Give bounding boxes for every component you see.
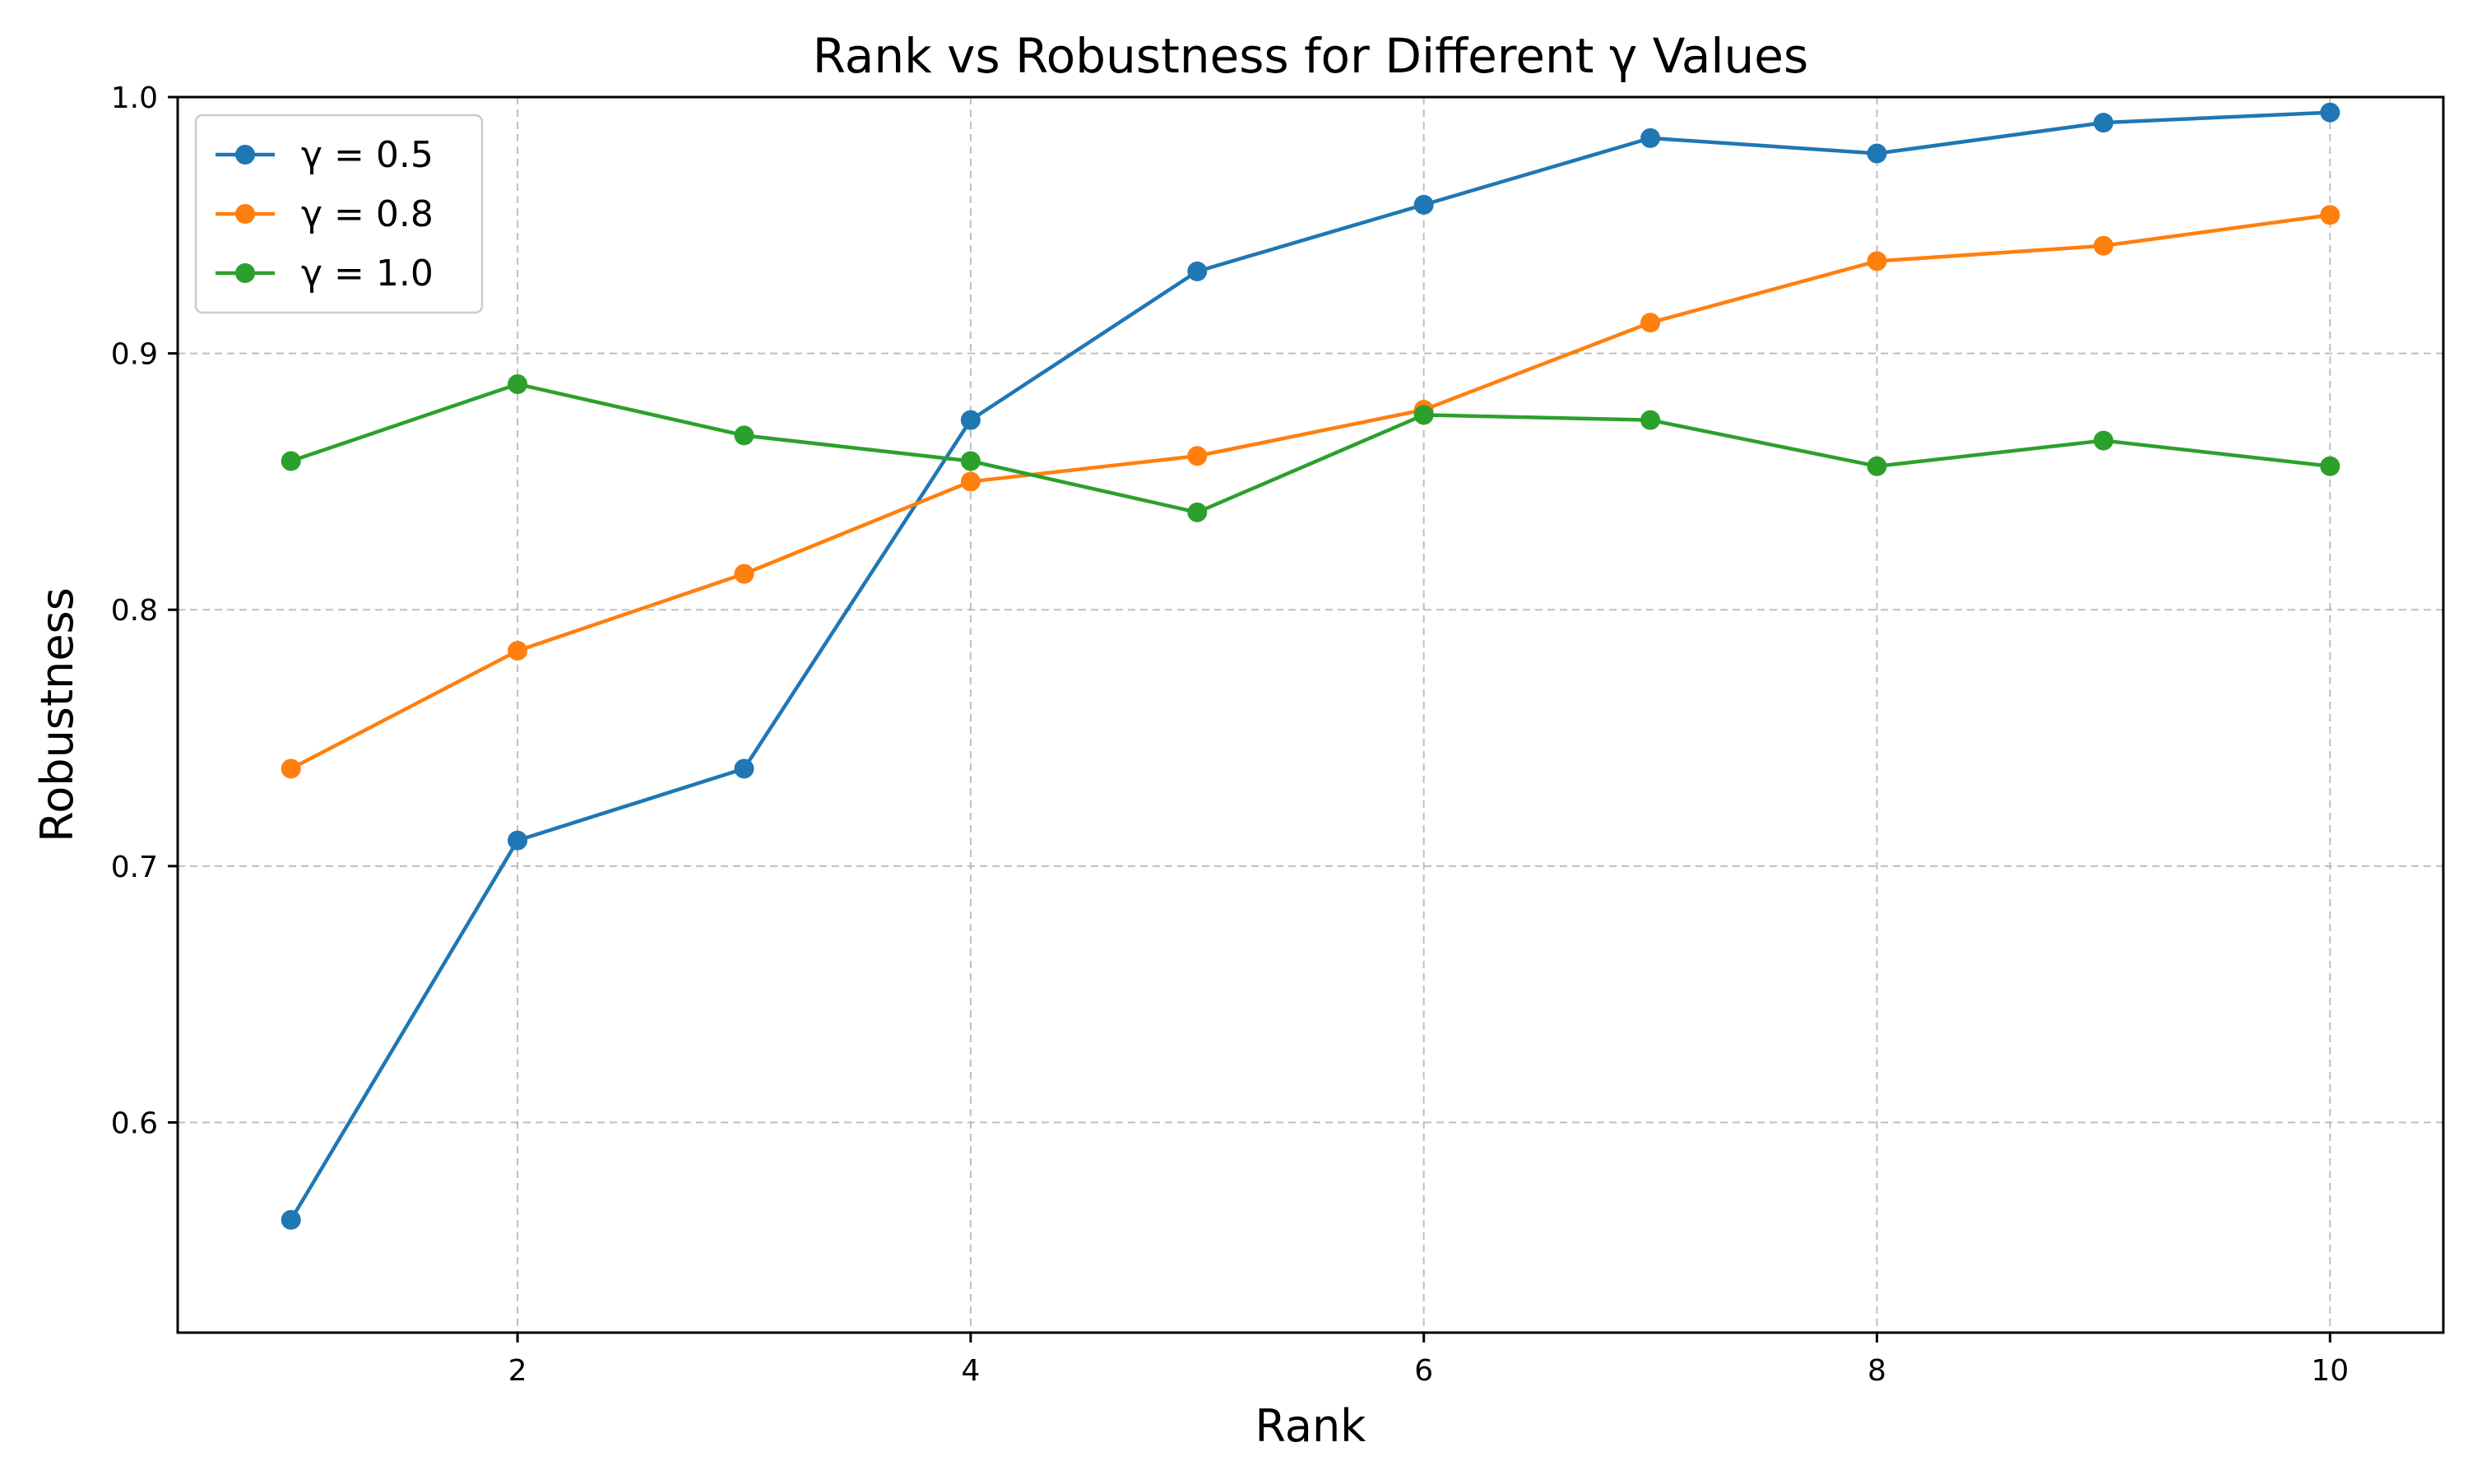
data-point [960, 451, 981, 471]
data-point [1187, 502, 1208, 522]
data-point [734, 425, 754, 446]
data-point [1867, 143, 1887, 164]
legend-box [194, 114, 484, 314]
series-1 [281, 205, 2340, 779]
data-point [734, 758, 754, 779]
series-0 [281, 102, 2340, 1230]
data-point [734, 563, 754, 584]
x-tick-label: 10 [2311, 1354, 2349, 1388]
data-point [2093, 113, 2113, 133]
series-line [290, 213, 2331, 771]
data-point [1640, 313, 1661, 333]
data-point [508, 641, 528, 661]
y-axis-label: Robustness [31, 587, 83, 842]
data-point [1413, 194, 1434, 215]
legend-swatch-marker [235, 145, 255, 165]
data-point [281, 1209, 301, 1230]
y-tick-label: 0.8 [111, 594, 158, 628]
axes-frame [176, 95, 2445, 1334]
y-tick-label: 0.9 [111, 338, 158, 372]
y-tick-label: 0.7 [111, 851, 158, 884]
legend-entry: γ = 1.0 [216, 253, 434, 294]
legend-swatch-marker [235, 204, 255, 224]
data-point [1867, 456, 1887, 476]
legend-label: γ = 1.0 [301, 253, 434, 294]
x-axis-label: Rank [1255, 1400, 1367, 1452]
data-point [960, 471, 981, 492]
legend-swatch-marker [235, 263, 255, 283]
data-point [960, 410, 981, 430]
legend-label: γ = 0.5 [301, 134, 434, 176]
series-layer [281, 102, 2340, 1230]
data-point [2320, 456, 2340, 476]
data-point [2320, 102, 2340, 123]
data-point [1187, 446, 1208, 466]
tick-layer: 2 4 6 8 10 0.6 0.7 0.8 0.9 1.0 [111, 81, 2349, 1388]
x-tick-label: 2 [508, 1354, 527, 1388]
data-point [1640, 410, 1661, 430]
data-point [1640, 128, 1661, 148]
data-point [281, 451, 301, 471]
data-point [2320, 205, 2340, 225]
legend-entry: γ = 0.5 [216, 134, 434, 176]
chart-title: Rank vs Robustness for Different γ Value… [813, 28, 1808, 84]
series-line [290, 382, 2331, 515]
series-line [289, 110, 2331, 1222]
legend-label: γ = 0.8 [301, 193, 434, 235]
data-point [2093, 430, 2113, 451]
data-point [1187, 261, 1208, 281]
y-tick-label: 0.6 [111, 1106, 158, 1140]
data-point [1867, 251, 1887, 271]
data-point [508, 830, 528, 851]
legend-entry: γ = 0.8 [216, 193, 434, 235]
data-point [281, 758, 301, 779]
legend: γ = 0.5 γ = 0.8 γ = 1.0 [194, 114, 484, 314]
x-tick-label: 4 [961, 1354, 980, 1388]
x-tick-label: 8 [1867, 1354, 1886, 1388]
grid-layer [178, 96, 2443, 1333]
series-2 [281, 374, 2340, 522]
data-point [508, 374, 528, 395]
data-point [1413, 405, 1434, 425]
data-point [2093, 235, 2113, 256]
x-tick-label: 6 [1414, 1354, 1433, 1388]
y-tick-label: 1.0 [111, 81, 158, 115]
